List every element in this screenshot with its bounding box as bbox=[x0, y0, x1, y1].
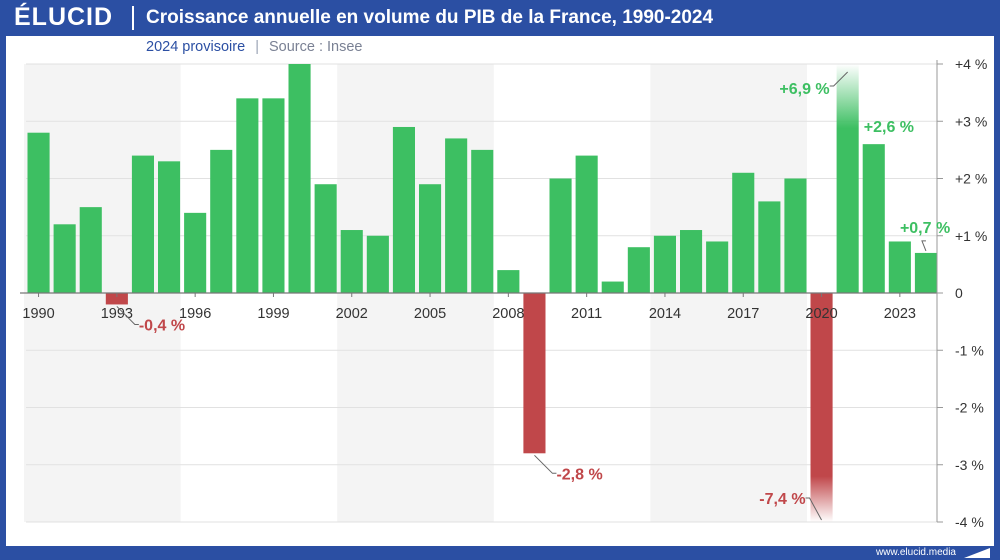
annotation-leader bbox=[805, 497, 822, 521]
annotation-leader bbox=[829, 71, 849, 87]
annotation-leader bbox=[116, 306, 139, 325]
bar-2017 bbox=[732, 172, 755, 293]
annotation-leader bbox=[534, 454, 557, 474]
bar-2022 bbox=[862, 144, 885, 293]
annotation-label: -2,8 % bbox=[556, 466, 602, 483]
axes bbox=[20, 60, 938, 522]
y-tick-label: +1 % bbox=[955, 228, 987, 244]
x-tick-label: 2002 bbox=[336, 306, 368, 322]
provisional-note: 2024 provisoire bbox=[146, 39, 246, 55]
bar-2002 bbox=[340, 230, 363, 293]
y-tick-label: -3 % bbox=[955, 457, 984, 473]
subtitle-separator: | bbox=[255, 39, 259, 55]
bar-2023 bbox=[888, 241, 911, 293]
y-tick-label: -2 % bbox=[955, 400, 984, 416]
bar-1995 bbox=[158, 161, 181, 293]
bar-1999 bbox=[262, 98, 285, 293]
x-tick-label: 2020 bbox=[805, 306, 837, 322]
chart-subtitle: 2024 provisoire | Source : Insee bbox=[146, 39, 363, 55]
x-tick-labels: 1990 1993 1996 1999 2002 2005 2008 2011 2014 2017… bbox=[22, 293, 916, 322]
x-tick-label: 1999 bbox=[257, 306, 289, 322]
chart-title: Croissance annuelle en volume du PIB de … bbox=[146, 7, 714, 28]
bar-2005 bbox=[419, 184, 442, 293]
x-tick-label: 2005 bbox=[414, 306, 446, 322]
x-tick-label: 2008 bbox=[492, 306, 524, 322]
gdp-growth-chart: 1990 1993 1996 1999 2002 2005 2008 2011 2014 2017… bbox=[20, 56, 987, 530]
bar-1998 bbox=[236, 98, 259, 293]
bar-2006 bbox=[445, 138, 468, 293]
bar-2003 bbox=[366, 235, 389, 293]
bar-2004 bbox=[392, 126, 415, 293]
bar-2013 bbox=[627, 247, 650, 293]
bar-1997 bbox=[210, 149, 233, 293]
bar-2007 bbox=[471, 149, 494, 293]
bar-2011 bbox=[575, 155, 598, 293]
annotations: -0,4 % -2,8 % -7,4 % +6,9 % +2,6 % +0,7 % bbox=[116, 71, 950, 521]
bar-1993 bbox=[105, 293, 128, 305]
header-bar: ÉLUCID Croissance annuelle en volume du … bbox=[0, 0, 1000, 36]
bar-2021 bbox=[836, 64, 859, 293]
bar-2000 bbox=[288, 64, 311, 293]
annotation-label: -7,4 % bbox=[759, 491, 805, 508]
y-tick-label: -4 % bbox=[955, 514, 984, 530]
bar-2001 bbox=[314, 184, 337, 293]
bar-1990 bbox=[27, 132, 50, 293]
x-tick-label: 2017 bbox=[727, 306, 759, 322]
bar-2024 bbox=[914, 252, 937, 293]
y-tick-label: +3 % bbox=[955, 113, 987, 129]
bar-1996 bbox=[184, 212, 207, 293]
bar-2020 bbox=[810, 293, 833, 522]
annotation-leader bbox=[921, 240, 927, 252]
bar-2019 bbox=[784, 178, 807, 293]
x-tick-label: 2011 bbox=[571, 306, 602, 322]
y-tick-label: -1 % bbox=[955, 342, 984, 358]
annotation-label: +2,6 % bbox=[864, 119, 914, 136]
bar-2016 bbox=[706, 241, 729, 293]
bars bbox=[27, 64, 937, 522]
x-tick-label: 1993 bbox=[101, 306, 133, 322]
bar-2014 bbox=[653, 235, 676, 293]
bar-2010 bbox=[549, 178, 572, 293]
footer-url[interactable]: www.elucid.media bbox=[875, 547, 956, 558]
bar-1992 bbox=[79, 207, 102, 293]
bar-2012 bbox=[601, 281, 624, 293]
bar-2015 bbox=[680, 230, 703, 293]
x-tick-label: 1990 bbox=[22, 306, 54, 322]
bar-2009 bbox=[523, 293, 546, 454]
x-tick-label: 1996 bbox=[179, 306, 211, 322]
x-tick-label: 2023 bbox=[884, 306, 916, 322]
annotation-label: -0,4 % bbox=[139, 317, 185, 334]
header-separator bbox=[132, 6, 134, 30]
brand-mark-icon bbox=[964, 548, 990, 558]
y-tick-label: +4 % bbox=[955, 56, 987, 72]
footer-bar: www.elucid.media bbox=[0, 546, 1000, 560]
bar-1991 bbox=[53, 224, 76, 293]
source-note: Source : Insee bbox=[269, 39, 363, 55]
y-tick-label: 0 bbox=[955, 285, 963, 301]
bar-2008 bbox=[497, 270, 520, 293]
annotation-label: +6,9 % bbox=[779, 81, 829, 98]
x-tick-label: 2014 bbox=[649, 306, 681, 322]
elucid-logo[interactable]: ÉLUCID bbox=[14, 3, 114, 31]
y-tick-label: +2 % bbox=[955, 171, 987, 187]
bar-1994 bbox=[131, 155, 154, 293]
annotation-label: +0,7 % bbox=[900, 220, 950, 237]
y-tick-labels: +4 % +3 % +2 % +1 % 0 -1 % -2 % -3 % -4 % bbox=[955, 56, 987, 530]
bar-2018 bbox=[758, 201, 781, 293]
